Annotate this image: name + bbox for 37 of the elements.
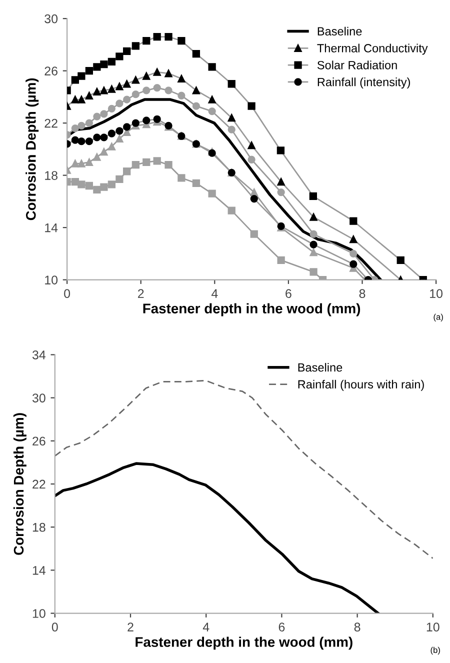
text: (a): [434, 314, 443, 322]
legend-label: Rainfall (hours with rain): [298, 380, 424, 391]
y-tick-label: 10: [45, 276, 58, 284]
legend-label: Baseline: [298, 362, 342, 372]
x-tick-label: 6: [278, 622, 285, 632]
x-axis-title: Fastener depth in the wood (mm): [136, 636, 352, 650]
y-axis-title: Corrosion Depth (µm): [26, 78, 39, 220]
x-tick-label: 0: [52, 622, 58, 632]
x-tick-label: 2: [128, 622, 134, 632]
x-tick-label: 0: [64, 289, 70, 298]
y-tick-label: 26: [32, 436, 46, 446]
y-tick-label: 34: [32, 350, 46, 360]
legend-label: Thermal Conductivity: [317, 44, 428, 55]
y-tick-label: 14: [45, 223, 58, 232]
text: (b): [430, 646, 440, 655]
y-tick-label: 18: [32, 522, 46, 532]
y-axis-title: Corrosion Depth (µm): [13, 413, 26, 555]
x-tick-label: 6: [286, 289, 292, 298]
x-tick-label: 10: [426, 622, 440, 632]
x-tick-label: 8: [354, 622, 360, 632]
x-tick-label: 4: [211, 289, 218, 298]
x-tick-label: 8: [359, 289, 366, 298]
legend-label: Baseline: [318, 26, 362, 36]
y-tick-label: 30: [44, 14, 58, 24]
y-tick-label: 22: [44, 118, 58, 128]
x-tick-label: 2: [138, 289, 144, 298]
x-tick-label: 10: [430, 289, 443, 298]
y-tick-label: 10: [32, 609, 46, 618]
legend-label: Solar Radiation: [317, 60, 397, 70]
x-tick-label: 4: [202, 622, 210, 632]
y-tick-label: 26: [44, 66, 58, 76]
y-tick-label: 14: [32, 566, 46, 575]
y-tick-label: 30: [32, 394, 46, 402]
y-tick-label: 22: [32, 480, 46, 489]
y-tick-label: 18: [45, 171, 58, 180]
legend-label: Rainfall (intensity): [318, 78, 410, 89]
x-axis-title: Fastener depth in the wood (mm): [143, 303, 360, 316]
